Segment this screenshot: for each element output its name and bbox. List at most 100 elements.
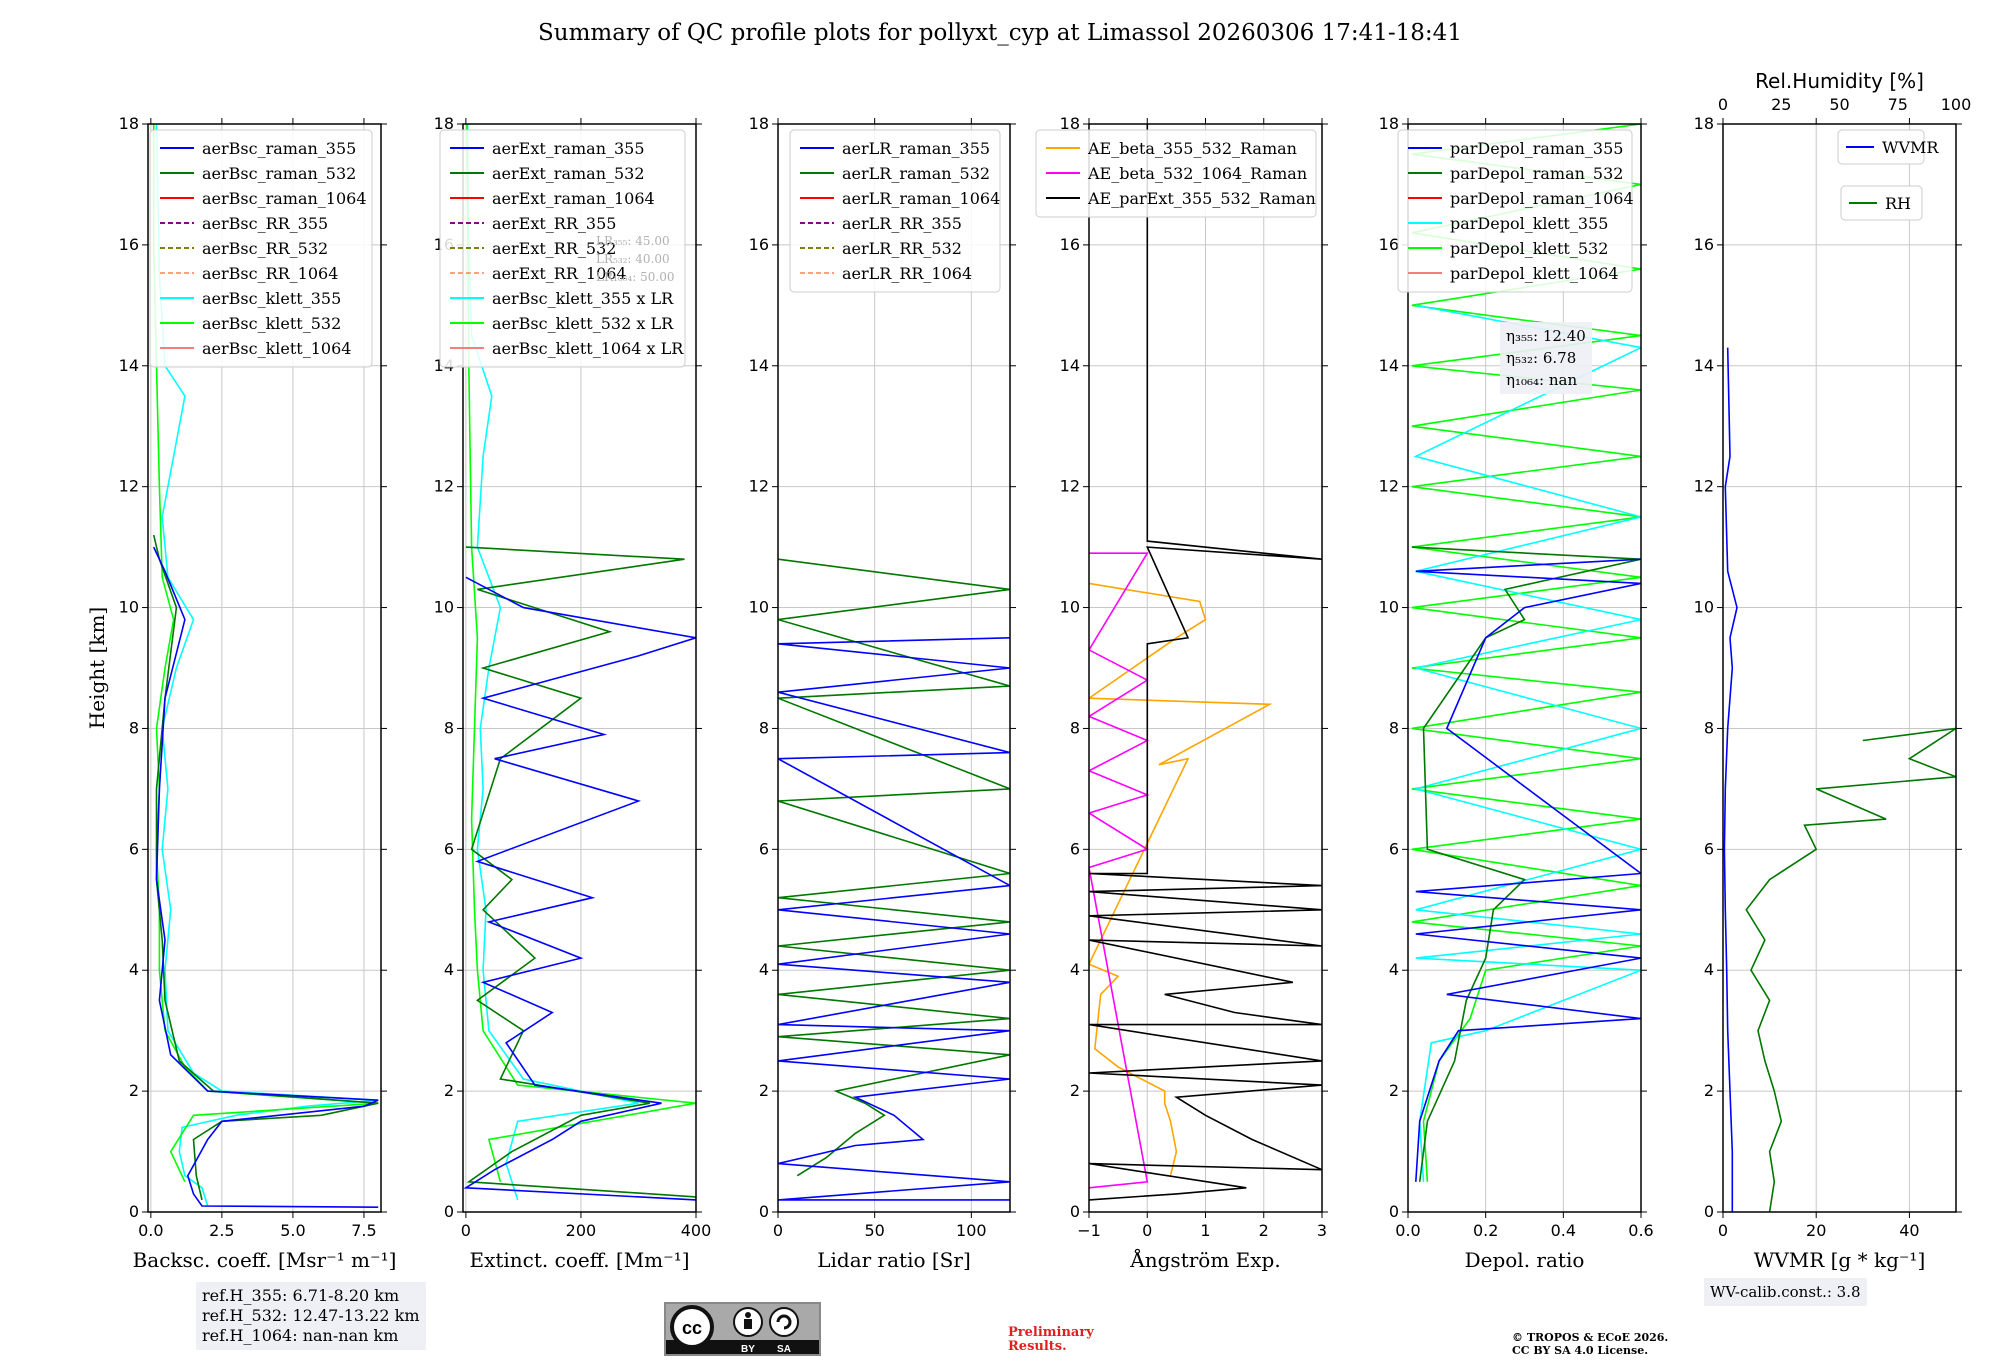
legend-label: aerExt_raman_1064 [492, 189, 655, 208]
y-tick-label: 12 [119, 477, 139, 496]
eta-355: η₃₅₅: 12.40 [1506, 327, 1586, 345]
legend-box [1837, 129, 1925, 165]
legend-box [439, 129, 686, 368]
y-tick-label: 8 [1704, 718, 1714, 737]
legend-label: aerExt_RR_355 [492, 214, 616, 233]
top-x-tick-label: 25 [1771, 95, 1791, 114]
preliminary-line-2: Results. [1008, 1339, 1067, 1354]
y-tick-label: 6 [1070, 839, 1080, 858]
cc-license-icon: cc BY SA [666, 1304, 819, 1355]
cc-license-badge: cc BY SA [664, 1302, 821, 1356]
lr-532: LR₅₃₂: 40.00 [596, 252, 670, 266]
series-RH [1745, 727, 1956, 1212]
x-tick-label: 20 [1806, 1221, 1826, 1240]
legend-label: aerBsc_klett_1064 [202, 339, 351, 358]
series-aerLR_raman_355 [778, 637, 1010, 1201]
legend-label: aerBsc_raman_355 [202, 139, 356, 158]
legend-label: aerLR_raman_355 [842, 139, 990, 158]
panel-bsc: 0 2 4 6 8 10 12 14 16 18 0.0 2.5 5.0 7.5 Backsc. coeff… [119, 114, 397, 1272]
legend-label: aerBsc_RR_1064 [202, 264, 338, 283]
legend-label: AE_parExt_355_532_Raman [1087, 189, 1316, 208]
y-tick-label: 16 [119, 235, 139, 254]
wv-calib-box: WV-calib.const.: 3.8 [1704, 1278, 1867, 1306]
y-tick-label: 10 [749, 598, 769, 617]
series-AE_beta_532_1064_Raman [1089, 552, 1150, 1189]
x-tick-label: 0.4 [1551, 1221, 1576, 1240]
series-parDepol_raman_532 [1411, 546, 1641, 1182]
x-tick-label: 0 [773, 1221, 783, 1240]
axes-frame [777, 123, 1011, 1213]
y-tick-label: 2 [1704, 1081, 1714, 1100]
y-tick-label: 10 [434, 598, 454, 617]
y-tick-label: 6 [1704, 839, 1714, 858]
legend-box [789, 129, 1001, 293]
legend-label: aerBsc_RR_355 [202, 214, 328, 233]
y-tick-label: 12 [434, 477, 454, 496]
series-aerBsc_klett_355 x LR [466, 124, 639, 1201]
y-tick-label: 12 [1379, 477, 1399, 496]
y-tick-label: 18 [1379, 114, 1399, 133]
legend-box [1397, 129, 1633, 293]
y-tick-label: 2 [1389, 1081, 1399, 1100]
axes-frame [1407, 123, 1642, 1213]
series-parDepol_klett_355 [1412, 304, 1641, 1182]
y-tick-label: 10 [1379, 598, 1399, 617]
series-parDepol_klett_532 [1411, 124, 1641, 1182]
y-tick-label: 4 [129, 960, 139, 979]
x-tick-label: 3 [1317, 1221, 1327, 1240]
y-tick-label: 16 [1694, 235, 1714, 254]
legend-label: aerLR_RR_532 [842, 239, 962, 258]
panel-lr: 0 2 4 6 8 10 12 14 16 18 0 50 100 Lidar ratio [Sr] aer… [749, 114, 1016, 1272]
legend-label: aerBsc_raman_1064 [202, 189, 367, 208]
copyright-line-2: CC BY SA 4.0 License. [1512, 1344, 1649, 1357]
y-tick-label: 4 [1070, 960, 1080, 979]
x-axis-label: Extinct. coeff. [Mm⁻¹] [469, 1248, 689, 1272]
y-axis-label: Height [km] [85, 607, 109, 729]
legend-box [1035, 129, 1317, 218]
x-axis-label: Ångström Exp. [1129, 1247, 1280, 1272]
x-axis-label: Lidar ratio [Sr] [817, 1248, 971, 1272]
series-parDepol_raman_355 [1415, 558, 1641, 1182]
y-tick-label: 4 [444, 960, 454, 979]
y-tick-label: 18 [119, 114, 139, 133]
y-tick-label: 4 [1389, 960, 1399, 979]
series-aerBsc_klett_355 [155, 124, 379, 1207]
legend-label: parDepol_klett_532 [1450, 239, 1608, 258]
copyright-note: © TROPOS & ECoE 2026. CC BY SA 4.0 Licen… [1512, 1331, 1668, 1357]
y-tick-label: 0 [1070, 1202, 1080, 1221]
lr-355: LR₃₅₅: 45.00 [596, 234, 670, 248]
y-tick-label: 0 [759, 1202, 769, 1221]
y-tick-label: 10 [1694, 598, 1714, 617]
x-tick-label: 2 [1259, 1221, 1269, 1240]
y-tick-label: 0 [444, 1202, 454, 1221]
x-tick-label: 0 [1142, 1221, 1152, 1240]
legend-label: aerBsc_klett_1064 x LR [492, 339, 684, 358]
by-label: BY [741, 1344, 755, 1354]
y-tick-label: 2 [1070, 1081, 1080, 1100]
y-tick-label: 12 [749, 477, 769, 496]
y-tick-label: 2 [759, 1081, 769, 1100]
y-tick-label: 12 [1694, 477, 1714, 496]
legend-label: aerBsc_klett_532 x LR [492, 314, 674, 333]
y-tick-label: 10 [119, 598, 139, 617]
x-tick-label: 7.5 [351, 1221, 376, 1240]
y-tick-label: 6 [759, 839, 769, 858]
figure-title: Summary of QC profile plots for pollyxt_… [538, 20, 1462, 46]
y-tick-label: 18 [434, 114, 454, 133]
x-tick-label: 2.5 [209, 1221, 234, 1240]
x-axis-label: WVMR [g * kg⁻¹] [1754, 1248, 1926, 1272]
legend-label: aerBsc_klett_532 [202, 314, 341, 333]
top-x-tick-label: 0 [1718, 95, 1728, 114]
y-tick-label: 2 [444, 1081, 454, 1100]
axes-frame [1722, 123, 1957, 1213]
by-person-body [744, 1319, 752, 1329]
top-x-tick-label: 50 [1829, 95, 1849, 114]
series-aerLR_raman_532 [778, 558, 1010, 1177]
y-tick-label: 6 [129, 839, 139, 858]
legend-label: aerLR_RR_1064 [842, 264, 972, 283]
y-tick-label: 6 [1389, 839, 1399, 858]
copyright-line-1: © TROPOS & ECoE 2026. [1512, 1331, 1669, 1344]
legend-label: aerLR_raman_1064 [842, 189, 1000, 208]
y-tick-label: 14 [749, 356, 769, 375]
